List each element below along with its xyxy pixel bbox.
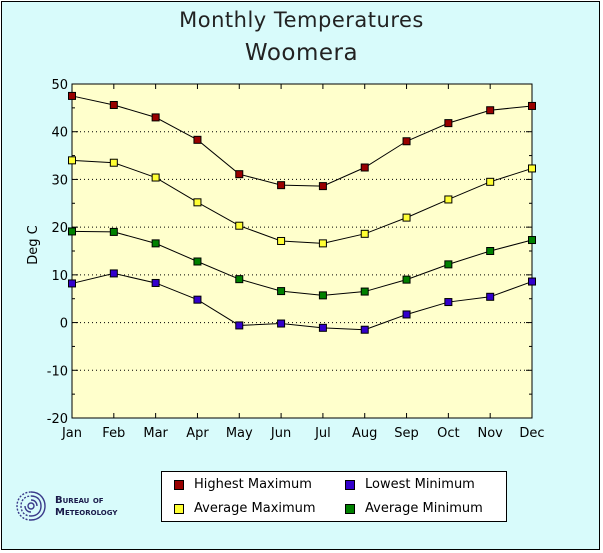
data-point <box>109 227 118 236</box>
data-point <box>402 137 411 146</box>
x-tick-label: Dec <box>519 426 544 441</box>
plot-area <box>71 83 533 419</box>
data-point <box>486 292 495 301</box>
data-point <box>318 239 327 248</box>
data-point <box>109 158 118 167</box>
legend-swatch <box>345 504 355 514</box>
x-tick-label: Mar <box>143 426 168 441</box>
legend-label: Highest Maximum <box>194 477 312 492</box>
y-tick-label: 10 <box>51 269 68 284</box>
legend-swatch <box>174 504 184 514</box>
data-point <box>151 239 160 248</box>
data-point <box>528 101 536 110</box>
data-point <box>193 135 202 144</box>
chart-title: Monthly Temperatures <box>179 8 424 32</box>
y-tick-label: 40 <box>51 126 68 141</box>
data-point <box>360 163 369 172</box>
y-tick-label: -20 <box>47 412 68 427</box>
data-point <box>235 275 244 284</box>
data-point <box>402 275 411 284</box>
data-point <box>360 287 369 296</box>
x-tick-label: May <box>226 426 253 441</box>
data-point <box>68 91 76 100</box>
series-line <box>71 272 533 331</box>
legend-label: Average Maximum <box>194 501 316 516</box>
legend-label: Average Minimum <box>365 501 483 516</box>
data-point <box>277 287 286 296</box>
y-axis-label: Deg C <box>26 225 41 264</box>
y-tick-label: 0 <box>60 317 68 332</box>
data-point <box>318 291 327 300</box>
data-point <box>318 323 327 332</box>
data-point <box>486 177 495 186</box>
logo-text: Bureau of Meteorology <box>55 495 117 519</box>
data-point <box>486 247 495 255</box>
chart-subtitle: Woomera <box>244 40 359 66</box>
x-tick-label: Aug <box>352 426 377 441</box>
bureau-of-meteorology-logo: Bureau of Meteorology <box>13 488 153 528</box>
data-point <box>151 278 160 287</box>
y-tick-label: 30 <box>51 173 68 188</box>
logo-line-1: Bureau of <box>55 495 104 506</box>
data-point <box>109 269 118 278</box>
data-point <box>444 298 453 307</box>
legend-label: Lowest Minimum <box>365 477 475 492</box>
y-tick-label: -10 <box>47 364 68 379</box>
legend-swatch <box>345 480 355 490</box>
series-line <box>71 230 533 296</box>
data-point <box>486 106 495 115</box>
y-tick-label: 20 <box>51 221 68 236</box>
data-point <box>277 181 286 190</box>
data-point <box>193 198 202 207</box>
x-tick-label: Sep <box>394 426 419 441</box>
data-point <box>235 170 244 179</box>
data-point <box>109 100 118 109</box>
x-tick-label: Jul <box>314 426 331 441</box>
data-point <box>235 221 244 230</box>
data-point <box>318 182 327 191</box>
data-point <box>528 277 536 286</box>
x-tick-label: Jan <box>61 426 82 441</box>
data-point <box>402 310 411 319</box>
bom-swirl-icon <box>16 491 46 521</box>
series-line <box>71 159 533 244</box>
x-tick-label: Jun <box>270 426 291 441</box>
data-point <box>277 236 286 245</box>
x-tick-label: Oct <box>437 426 459 441</box>
data-point <box>444 119 453 128</box>
data-point <box>235 321 244 330</box>
data-point <box>68 227 76 236</box>
data-point <box>277 319 286 328</box>
data-point <box>193 295 202 304</box>
data-point <box>528 164 536 173</box>
data-point <box>193 257 202 266</box>
data-point <box>151 173 160 182</box>
series-line <box>71 95 533 187</box>
y-tick-label: 50 <box>51 78 68 93</box>
data-point <box>151 113 160 122</box>
data-point <box>444 195 453 204</box>
logo-line-2: Meteorology <box>55 507 118 518</box>
legend-swatch <box>174 480 184 490</box>
x-tick-label: Feb <box>102 426 125 441</box>
data-point <box>402 213 411 222</box>
x-tick-label: Apr <box>186 426 209 441</box>
data-point <box>68 156 76 165</box>
data-point <box>360 229 369 238</box>
data-point <box>360 325 369 334</box>
legend: Highest Maximum Lowest Minimum Average M… <box>161 471 507 522</box>
x-tick-label: Nov <box>477 426 503 441</box>
data-point <box>68 279 76 288</box>
data-point <box>444 260 453 269</box>
data-point <box>528 236 536 245</box>
